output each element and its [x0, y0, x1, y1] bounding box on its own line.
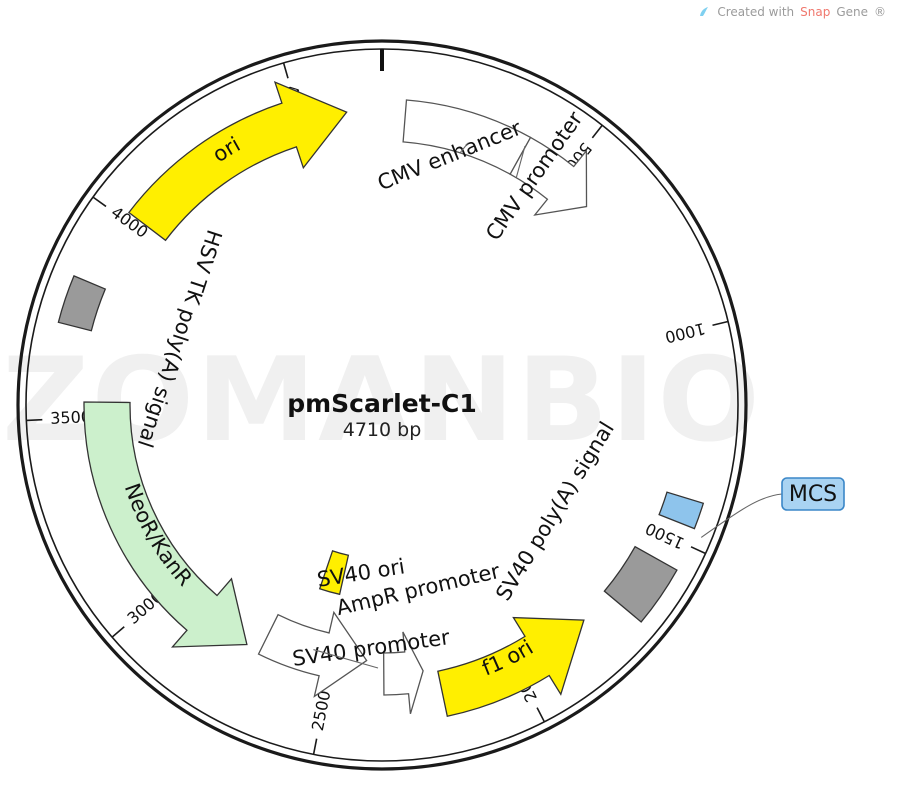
ruler-tick: [536, 707, 546, 723]
leader-sv40-promoter: [313, 649, 379, 669]
mcs-callout-box[interactable]: [781, 477, 845, 511]
credit-trademark: ®: [874, 5, 886, 19]
feature-shape-sv40-polya-signal[interactable]: [603, 545, 678, 623]
feature-shape-sv40-ori[interactable]: [318, 550, 350, 596]
feature-f1-ori[interactable]: [437, 616, 585, 717]
ruler-tick-label: 2500: [308, 689, 334, 733]
feature-cmv-promoter[interactable]: [509, 136, 588, 216]
feature-mcs[interactable]: [658, 491, 705, 530]
credit-brand-gene: Gene: [836, 5, 868, 19]
feature-hsv-tk-polya-signal[interactable]: [57, 275, 107, 332]
ruler-tick: [712, 320, 729, 327]
credit-prefix: Created with: [717, 5, 795, 19]
backbone-outer-circle: [16, 39, 748, 771]
ruler-tick: [690, 546, 706, 555]
leader-cmv-promoter: [515, 145, 526, 178]
feature-sv40-ori[interactable]: [318, 550, 350, 596]
center-title-group: pmScarlet-C1 4710 bp: [287, 389, 477, 441]
snapgene-credit: Created with Snap Gene ®: [697, 5, 886, 19]
snapgene-logo-icon: [700, 7, 709, 16]
feature-shape-ampr-promoter[interactable]: [382, 631, 424, 715]
leader-mcs: [700, 493, 783, 538]
ruler-tick: [282, 62, 289, 79]
feature-sv40-polya-signal[interactable]: [603, 545, 678, 623]
feature-neor-kanr[interactable]: [83, 401, 248, 648]
feature-shape-sv40-promoter[interactable]: [257, 610, 368, 698]
ruler-tick-label: 1500: [642, 519, 687, 553]
ruler-tick-label: 3500: [50, 407, 92, 428]
ruler-tick: [111, 626, 125, 638]
feature-ori[interactable]: [127, 81, 348, 242]
feature-shape-mcs[interactable]: [658, 491, 705, 530]
ruler-tick: [92, 196, 107, 208]
feature-shape-f1-ori[interactable]: [437, 616, 585, 717]
mcs-callout-label: MCS: [789, 482, 837, 507]
feature-sv40-promoter[interactable]: [257, 610, 368, 698]
plasmid-name: pmScarlet-C1: [287, 389, 477, 418]
feature-shape-neor-kanr[interactable]: [83, 401, 248, 648]
ruler-tick: [591, 124, 603, 139]
credit-brand-snap: Snap: [800, 5, 831, 19]
ruler-tick: [312, 738, 318, 755]
feature-shape-cmv-promoter[interactable]: [509, 136, 588, 216]
feature-ampr-promoter[interactable]: [382, 631, 424, 715]
feature-shape-hsv-tk-polya-signal[interactable]: [57, 275, 107, 332]
plasmid-length: 4710 bp: [343, 419, 422, 441]
ruler-tick: [26, 418, 43, 422]
leader-cmv-enhancer: [459, 142, 469, 154]
feature-shape-ori[interactable]: [127, 81, 348, 242]
